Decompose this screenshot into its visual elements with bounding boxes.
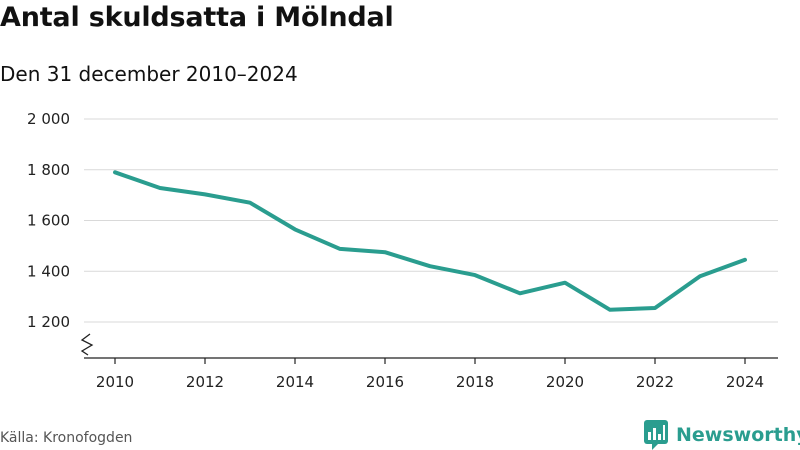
x-tick-label: 2020	[546, 373, 584, 391]
source-note: Källa: Kronofogden	[0, 430, 133, 446]
x-tick-label: 2016	[366, 373, 404, 391]
y-tick-label: 1 600	[27, 212, 70, 230]
chart-title: Antal skuldsatta i Mölndal	[0, 2, 394, 33]
y-tick-label: 1 800	[27, 161, 70, 179]
x-axis	[80, 333, 778, 359]
series	[113, 170, 747, 312]
newsworthy-logo-icon	[644, 420, 668, 450]
brand-name: Newsworthy	[676, 424, 800, 446]
newsworthy-logo: Newsworthy	[644, 420, 800, 450]
x-tick-label: 2024	[726, 373, 764, 391]
axis-break-icon	[80, 333, 94, 356]
x-tick-label: 2010	[96, 373, 134, 391]
y-tick-label: 1 400	[27, 262, 70, 280]
grid-lines	[84, 118, 778, 323]
series-line	[113, 170, 747, 312]
x-axis-ticks: 2010 2012 2014 2016 2018 2020 2022 2024	[96, 358, 764, 391]
x-tick-label: 2012	[186, 373, 224, 391]
y-tick-label: 1 200	[27, 313, 70, 331]
x-tick-label: 2014	[276, 373, 314, 391]
y-axis-ticks: 1 200 1 400 1 600 1 800 2 000	[27, 110, 70, 331]
y-tick-label: 2 000	[27, 110, 70, 128]
x-tick-label: 2018	[456, 373, 494, 391]
x-tick-label: 2022	[636, 373, 674, 391]
chart-subtitle: Den 31 december 2010–2024	[0, 62, 298, 86]
